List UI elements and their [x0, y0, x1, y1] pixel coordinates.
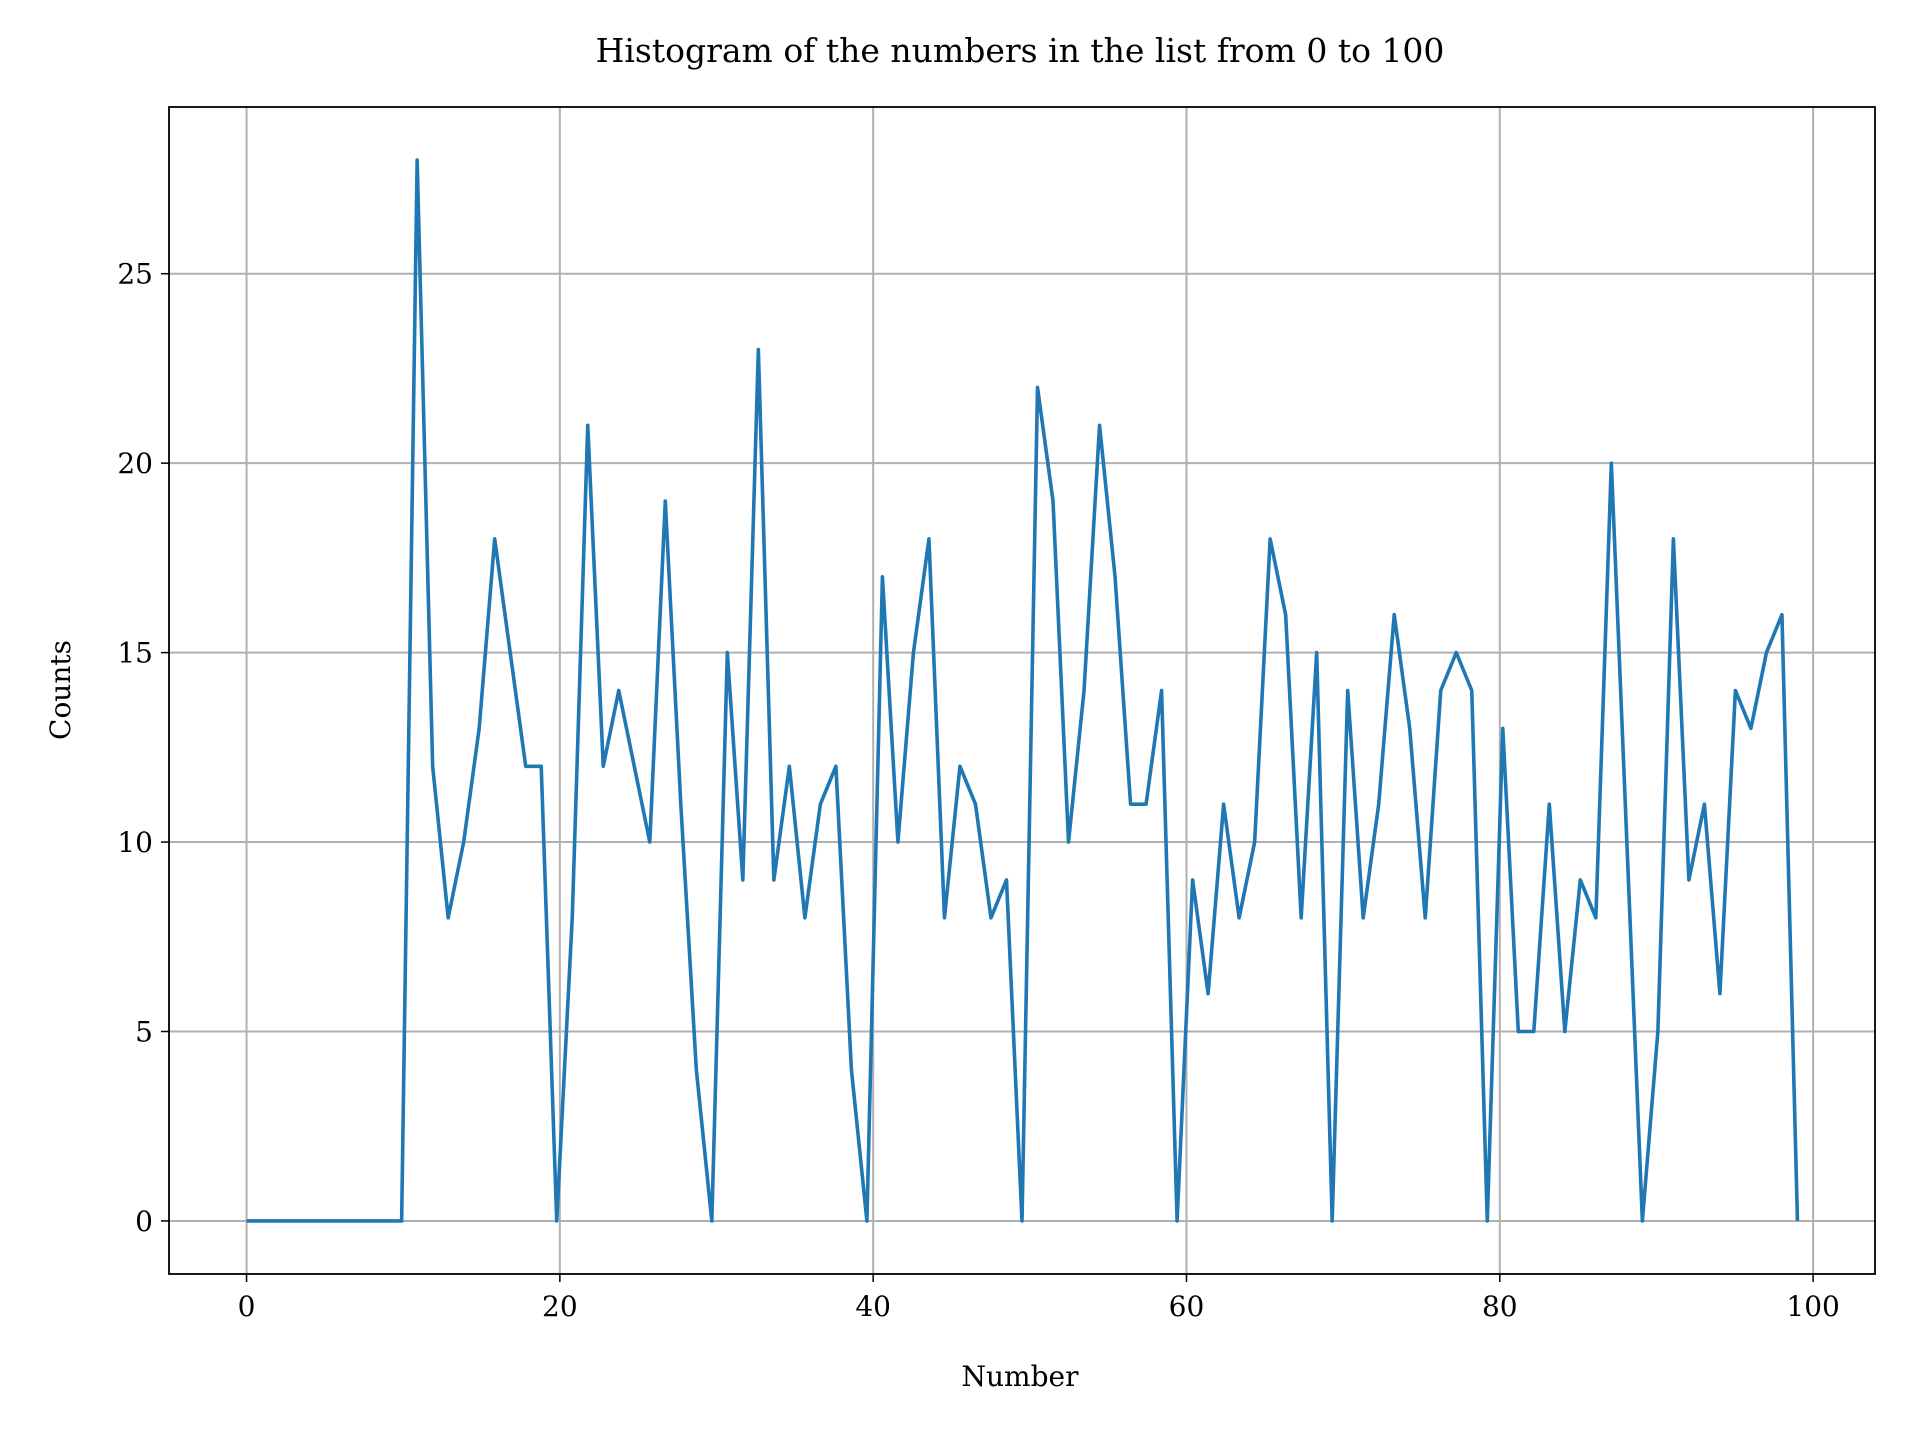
- x-tick-label: 60: [1169, 1290, 1205, 1323]
- data-line: [246, 158, 1800, 1223]
- x-tick-label: 0: [238, 1290, 256, 1323]
- chart-title: Histogram of the numbers in the list fro…: [596, 31, 1445, 70]
- y-tick-label: 0: [135, 1205, 153, 1238]
- x-tick-label: 20: [542, 1290, 578, 1323]
- x-tick-label: 80: [1482, 1290, 1518, 1323]
- x-tick-label: 40: [855, 1290, 891, 1323]
- y-tick-label: 5: [135, 1016, 153, 1049]
- plot-frame: [168, 106, 1876, 1275]
- y-tick-label: 15: [117, 637, 153, 670]
- y-tick-label: 10: [117, 826, 153, 859]
- x-axis-label: Number: [962, 1360, 1080, 1393]
- y-tick-label: 20: [117, 447, 153, 480]
- y-axis-label: Counts: [44, 640, 77, 740]
- y-tick-label: 25: [117, 258, 153, 291]
- x-tick-label: 100: [1786, 1290, 1839, 1323]
